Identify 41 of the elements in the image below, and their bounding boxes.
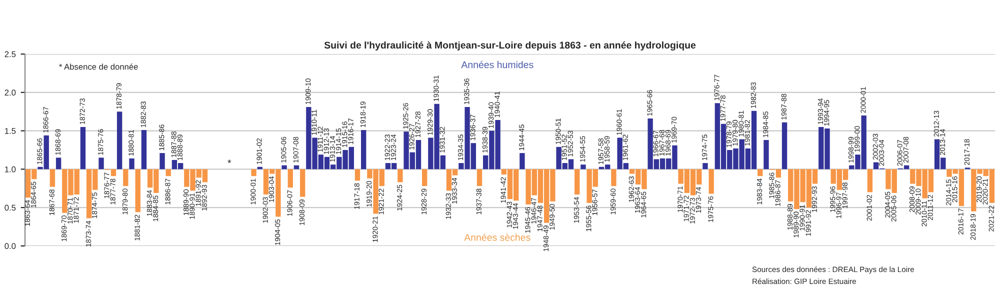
bar (354, 169, 360, 181)
bar (98, 158, 104, 170)
bar (867, 169, 873, 192)
bar (282, 165, 287, 170)
bar (141, 130, 147, 170)
bar (398, 169, 403, 182)
bar (580, 164, 586, 170)
bar (702, 163, 708, 170)
annotation: * Absence de donnée (59, 63, 138, 70)
bar (360, 130, 366, 170)
y-tick-label: 1.5 (5, 128, 16, 134)
bar (708, 169, 714, 194)
bar (56, 158, 62, 170)
y-tick-label: 0.0 (4, 243, 16, 250)
y-tick-label: 2.0 (4, 90, 16, 96)
annotation: * (228, 160, 232, 164)
bar (422, 169, 428, 186)
bar (300, 169, 306, 197)
bar (476, 169, 482, 186)
bar (50, 169, 56, 187)
bar (123, 169, 128, 186)
bar (80, 126, 86, 170)
bar (166, 169, 171, 176)
bar (288, 169, 293, 188)
bar (251, 169, 256, 176)
bar (611, 169, 616, 186)
bar (574, 169, 580, 195)
y-tick-label: 2.5 (4, 51, 16, 58)
bar (129, 158, 134, 170)
bar (782, 122, 788, 170)
chart-title: Suivi de l'hydraulicité à Montjean-sur-Loire depuis 1863 - en année hydrologique (324, 41, 696, 51)
bar (758, 169, 763, 176)
bar (764, 140, 769, 170)
annotation: Années sèches (464, 234, 530, 241)
bar (135, 169, 140, 212)
y-tick-label: 1.0 (5, 166, 16, 172)
bar (160, 153, 165, 170)
y-tick-label: 0.5 (4, 204, 16, 211)
bar (520, 153, 525, 170)
annotation: Années humides (461, 60, 534, 68)
bar (116, 112, 122, 170)
